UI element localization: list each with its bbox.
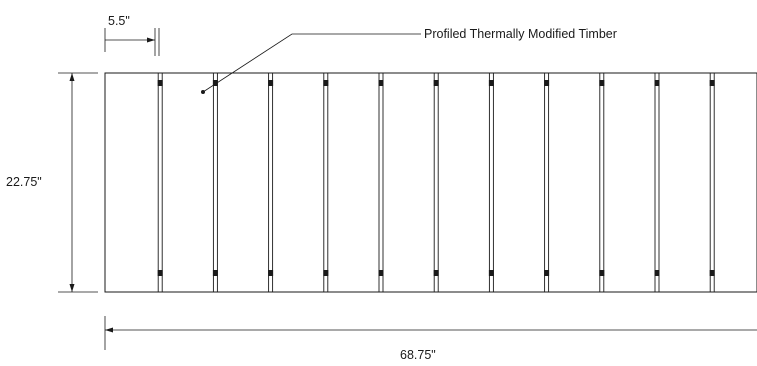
board-joint: [654, 73, 660, 292]
panel-length-label: 68.75": [400, 348, 436, 362]
board-joint: [544, 73, 550, 292]
board-width-dimension: 5.5": [104, 14, 160, 56]
panel-height-label: 22.75": [6, 175, 42, 189]
board-joint: [378, 73, 384, 292]
board-joint: [323, 73, 329, 292]
board-joint: [709, 73, 715, 292]
board-joint: [433, 73, 439, 292]
board-joint: [488, 73, 494, 292]
board-joint: [599, 73, 605, 292]
board-joint: [157, 73, 163, 292]
timber-callout-label: Profiled Thermally Modified Timber: [424, 27, 617, 41]
callout-dot: [201, 90, 205, 94]
panel-height-dimension: 22.75": [6, 72, 98, 293]
board-joint: [268, 73, 274, 292]
timber-callout: Profiled Thermally Modified Timber: [201, 27, 617, 94]
panel-length-dimension: 68.75": [104, 316, 757, 362]
board-joints: [157, 73, 715, 292]
board-width-label: 5.5": [108, 14, 130, 28]
board-joint: [212, 73, 218, 292]
